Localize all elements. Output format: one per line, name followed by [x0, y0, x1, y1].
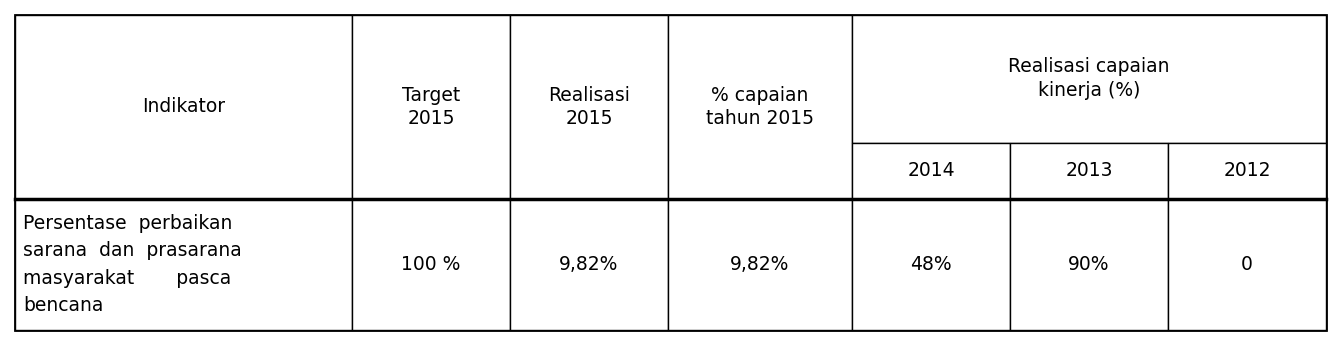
Bar [668, 15, 852, 199]
Bar [351, 15, 510, 199]
Bar [852, 199, 1010, 330]
Bar [1168, 142, 1326, 199]
Text: Realisasi capaian
kinerja (%): Realisasi capaian kinerja (%) [1008, 58, 1169, 100]
Bar [1010, 199, 1168, 330]
Text: Indikator: Indikator [142, 97, 225, 116]
Text: % capaian
tahun 2015: % capaian tahun 2015 [705, 86, 814, 128]
Bar [351, 199, 510, 330]
Bar [15, 199, 351, 330]
Text: 2013: 2013 [1065, 161, 1113, 180]
Text: 48%: 48% [911, 255, 952, 274]
Bar [852, 142, 1010, 199]
Bar [15, 15, 351, 199]
Bar [510, 15, 668, 199]
Text: 2014: 2014 [908, 161, 955, 180]
Text: 100 %: 100 % [401, 255, 460, 274]
Bar [1010, 142, 1168, 199]
Text: 9,82%: 9,82% [731, 255, 790, 274]
Bar [510, 199, 668, 330]
Text: 90%: 90% [1069, 255, 1110, 274]
Bar [668, 199, 852, 330]
Bar [1168, 199, 1326, 330]
Text: 0: 0 [1240, 255, 1252, 274]
Text: 9,82%: 9,82% [559, 255, 618, 274]
Text: Realisasi
2015: Realisasi 2015 [548, 86, 630, 128]
Bar [852, 15, 1326, 142]
Text: 2012: 2012 [1223, 161, 1271, 180]
Text: Persentase  perbaikan
sarana  dan  prasarana
masyarakat       pasca
bencana: Persentase perbaikan sarana dan prasaran… [23, 214, 241, 315]
Text: Target
2015: Target 2015 [402, 86, 460, 128]
